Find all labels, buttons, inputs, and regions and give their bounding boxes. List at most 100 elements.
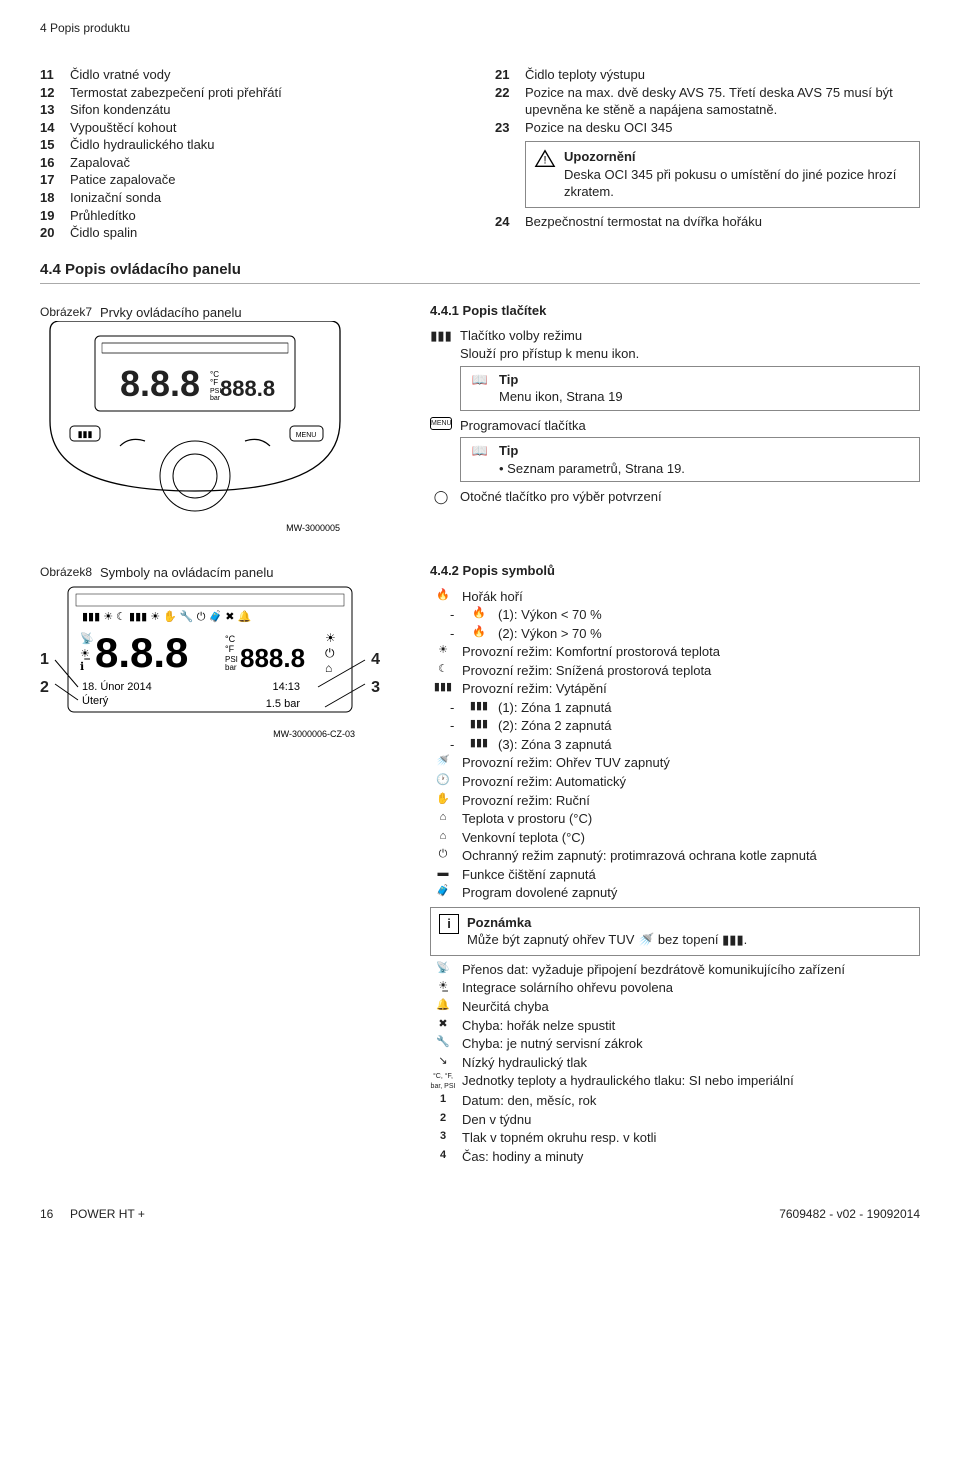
legend-text: Tlak v topném okruhu resp. v kotli	[462, 1129, 656, 1147]
tip-title: Tip	[499, 442, 685, 460]
callout-3: 3	[371, 677, 380, 699]
symbol-icon: 🔔	[430, 998, 456, 1013]
symbol-icon: ▮▮▮	[466, 699, 492, 714]
svg-text:MW-3000005: MW-3000005	[286, 523, 340, 533]
symbol-icon: ▮▮▮	[466, 736, 492, 751]
list-num: 21	[495, 66, 525, 84]
list-num: 18	[40, 189, 70, 207]
callout-4: 4	[371, 649, 380, 671]
symbol-icon: 🧳	[430, 884, 456, 899]
symbol-text: (3): Zóna 3 zapnutá	[498, 736, 611, 754]
svg-text:8.8.8: 8.8.8	[120, 363, 200, 404]
symbol-icon: 🔥	[466, 606, 492, 621]
numbered-legend: 1Datum: den, měsíc, rok2Den v týdnu3Tlak…	[430, 1092, 920, 1165]
mode-button-desc: Slouží pro přístup k menu ikon.	[460, 345, 639, 363]
svg-text:°F: °F	[225, 644, 235, 654]
svg-text:▮▮▮ ☀ ☾ ▮▮▮ ☀ ✋ 🔧 ⏻ 🧳 ✖ 🔔: ▮▮▮ ☀ ☾ ▮▮▮ ☀ ✋ 🔧 ⏻ 🧳 ✖ 🔔	[82, 609, 251, 623]
symbol-text: Provozní režim: Ruční	[462, 792, 590, 810]
tip-box-1: 📖 Tip Menu ikon, Strana 19	[460, 366, 920, 411]
list-text: Pozice na desku OCI 345	[525, 119, 672, 137]
svg-text:888.8: 888.8	[240, 643, 305, 673]
symbol-icon: ▬	[430, 866, 456, 881]
svg-text:8.8.8: 8.8.8	[95, 629, 188, 676]
legend-text: Den v týdnu	[462, 1111, 531, 1129]
prog-buttons-label: Programovací tlačítka	[460, 417, 586, 435]
symbol-icon: ⏻	[430, 847, 456, 862]
symbol-text: (2): Zóna 2 zapnutá	[498, 717, 611, 735]
svg-text:☀: ☀	[325, 631, 336, 645]
symbol-text: Venkovní teplota (°C)	[462, 829, 585, 847]
figure7-caption: Prvky ovládacího panelu	[100, 304, 242, 322]
list-text: Termostat zabezpečení proti přehřátí	[70, 84, 282, 102]
list-num: 19	[40, 207, 70, 225]
list-num: 13	[40, 101, 70, 119]
symbol-text: Program dovolené zapnutý	[462, 884, 617, 902]
figure8-label: Obrázek8	[40, 564, 90, 580]
warning-body: Deska OCI 345 při pokusu o umístění do j…	[564, 166, 911, 201]
symbol-icon: 🕐	[430, 773, 456, 788]
list-num: 17	[40, 171, 70, 189]
symbol-text: Nízký hydraulický tlak	[462, 1054, 587, 1072]
footer-page-num: 16	[40, 1207, 53, 1221]
svg-text:°C: °C	[225, 634, 236, 644]
callout-1: 1	[40, 649, 49, 671]
svg-text:PSI: PSI	[210, 388, 221, 395]
symbol-text: Neurčitá chyba	[462, 998, 549, 1016]
symbol-icon: ⌂	[430, 829, 456, 844]
tip-title: Tip	[499, 371, 623, 389]
section-4-4-1-title: 4.4.1 Popis tlačítek	[430, 302, 920, 320]
symbol-text: Integrace solárního ohřevu povolena	[462, 979, 673, 997]
symbol-text: (1): Zóna 1 zapnutá	[498, 699, 611, 717]
display-panel-figure-8: ▮▮▮ ☀ ☾ ▮▮▮ ☀ ✋ 🔧 ⏻ 🧳 ✖ 🔔 8.8.8 888.8 °C…	[40, 582, 380, 742]
list-num: 16	[40, 154, 70, 172]
symbol-text: Jednotky teploty a hydraulického tlaku: …	[462, 1072, 794, 1090]
book-icon: 📖	[469, 442, 491, 477]
list-text: Čidlo vratné vody	[70, 66, 170, 84]
legend-num: 2	[430, 1111, 456, 1126]
legend-num: 4	[430, 1148, 456, 1163]
symbol-text: Přenos dat: vyžaduje připojení bezdrátov…	[462, 961, 845, 979]
list-num: 11	[40, 66, 70, 84]
legend-text: Čas: hodiny a minuty	[462, 1148, 583, 1166]
warning-icon: !	[534, 148, 556, 170]
menu-button-icon: MENU	[430, 417, 452, 430]
tip2-body: • Seznam parametrů, Strana 19.	[499, 460, 685, 478]
list-text: Patice zapalovače	[70, 171, 176, 189]
svg-text:⌂: ⌂	[325, 661, 332, 675]
mode-button-icon: ▮▮▮	[430, 327, 452, 345]
symbol-list-1: 🔥Hořák hoří-🔥(1): Výkon < 70 %-🔥(2): Výk…	[430, 588, 920, 902]
svg-text:MW-3000006-CZ-03: MW-3000006-CZ-03	[273, 729, 355, 739]
mode-button-label: Tlačítko volby režimu	[460, 327, 639, 345]
note-body: Může být zapnutý ohřev TUV 🚿 bez topení …	[467, 931, 747, 949]
list-num: 23	[495, 119, 525, 137]
symbol-text: Ochranný režim zapnutý: protimrazová och…	[462, 847, 817, 865]
list-text: Zapalovač	[70, 154, 130, 172]
symbol-icon: ☀	[430, 643, 456, 658]
svg-text:14:13: 14:13	[272, 681, 300, 693]
svg-text:°F: °F	[210, 378, 218, 387]
symbol-text: Provozní režim: Automatický	[462, 773, 626, 791]
symbol-icon: ✋	[430, 792, 456, 807]
list-num: 22	[495, 84, 525, 119]
list-text: Bezpečnostní termostat na dvířka hořáku	[525, 213, 762, 231]
legend-num: 1	[430, 1092, 456, 1107]
page-header: 4 Popis produktu	[40, 20, 920, 36]
item-24: 24Bezpečnostní termostat na dvířka hořák…	[495, 213, 920, 231]
symbol-text: (2): Výkon > 70 %	[498, 625, 602, 643]
figure8-caption: Symboly na ovládacím panelu	[100, 564, 273, 582]
tip1-body: Menu ikon, Strana 19	[499, 388, 623, 406]
list-num: 15	[40, 136, 70, 154]
svg-text:888.8: 888.8	[220, 376, 275, 401]
symbol-text: Provozní režim: Vytápění	[462, 680, 607, 698]
list-text: Sifon kondenzátu	[70, 101, 170, 119]
footer-model: POWER HT +	[70, 1207, 145, 1221]
list-text: Vypouštěcí kohout	[70, 119, 176, 137]
symbol-icon: °C, °F, bar, PSI	[430, 1072, 456, 1091]
symbol-text: Funkce čištění zapnutá	[462, 866, 596, 884]
svg-text:▮▮▮: ▮▮▮	[78, 429, 93, 439]
footer-doc: 7609482 - v02 - 19092014	[779, 1206, 920, 1222]
tip-box-2: 📖 Tip • Seznam parametrů, Strana 19.	[460, 437, 920, 482]
rotary-button-label: Otočné tlačítko pro výběr potvrzení	[460, 488, 662, 506]
symbol-icon: ▮▮▮	[466, 717, 492, 732]
symbol-icon: ✖	[430, 1017, 456, 1032]
